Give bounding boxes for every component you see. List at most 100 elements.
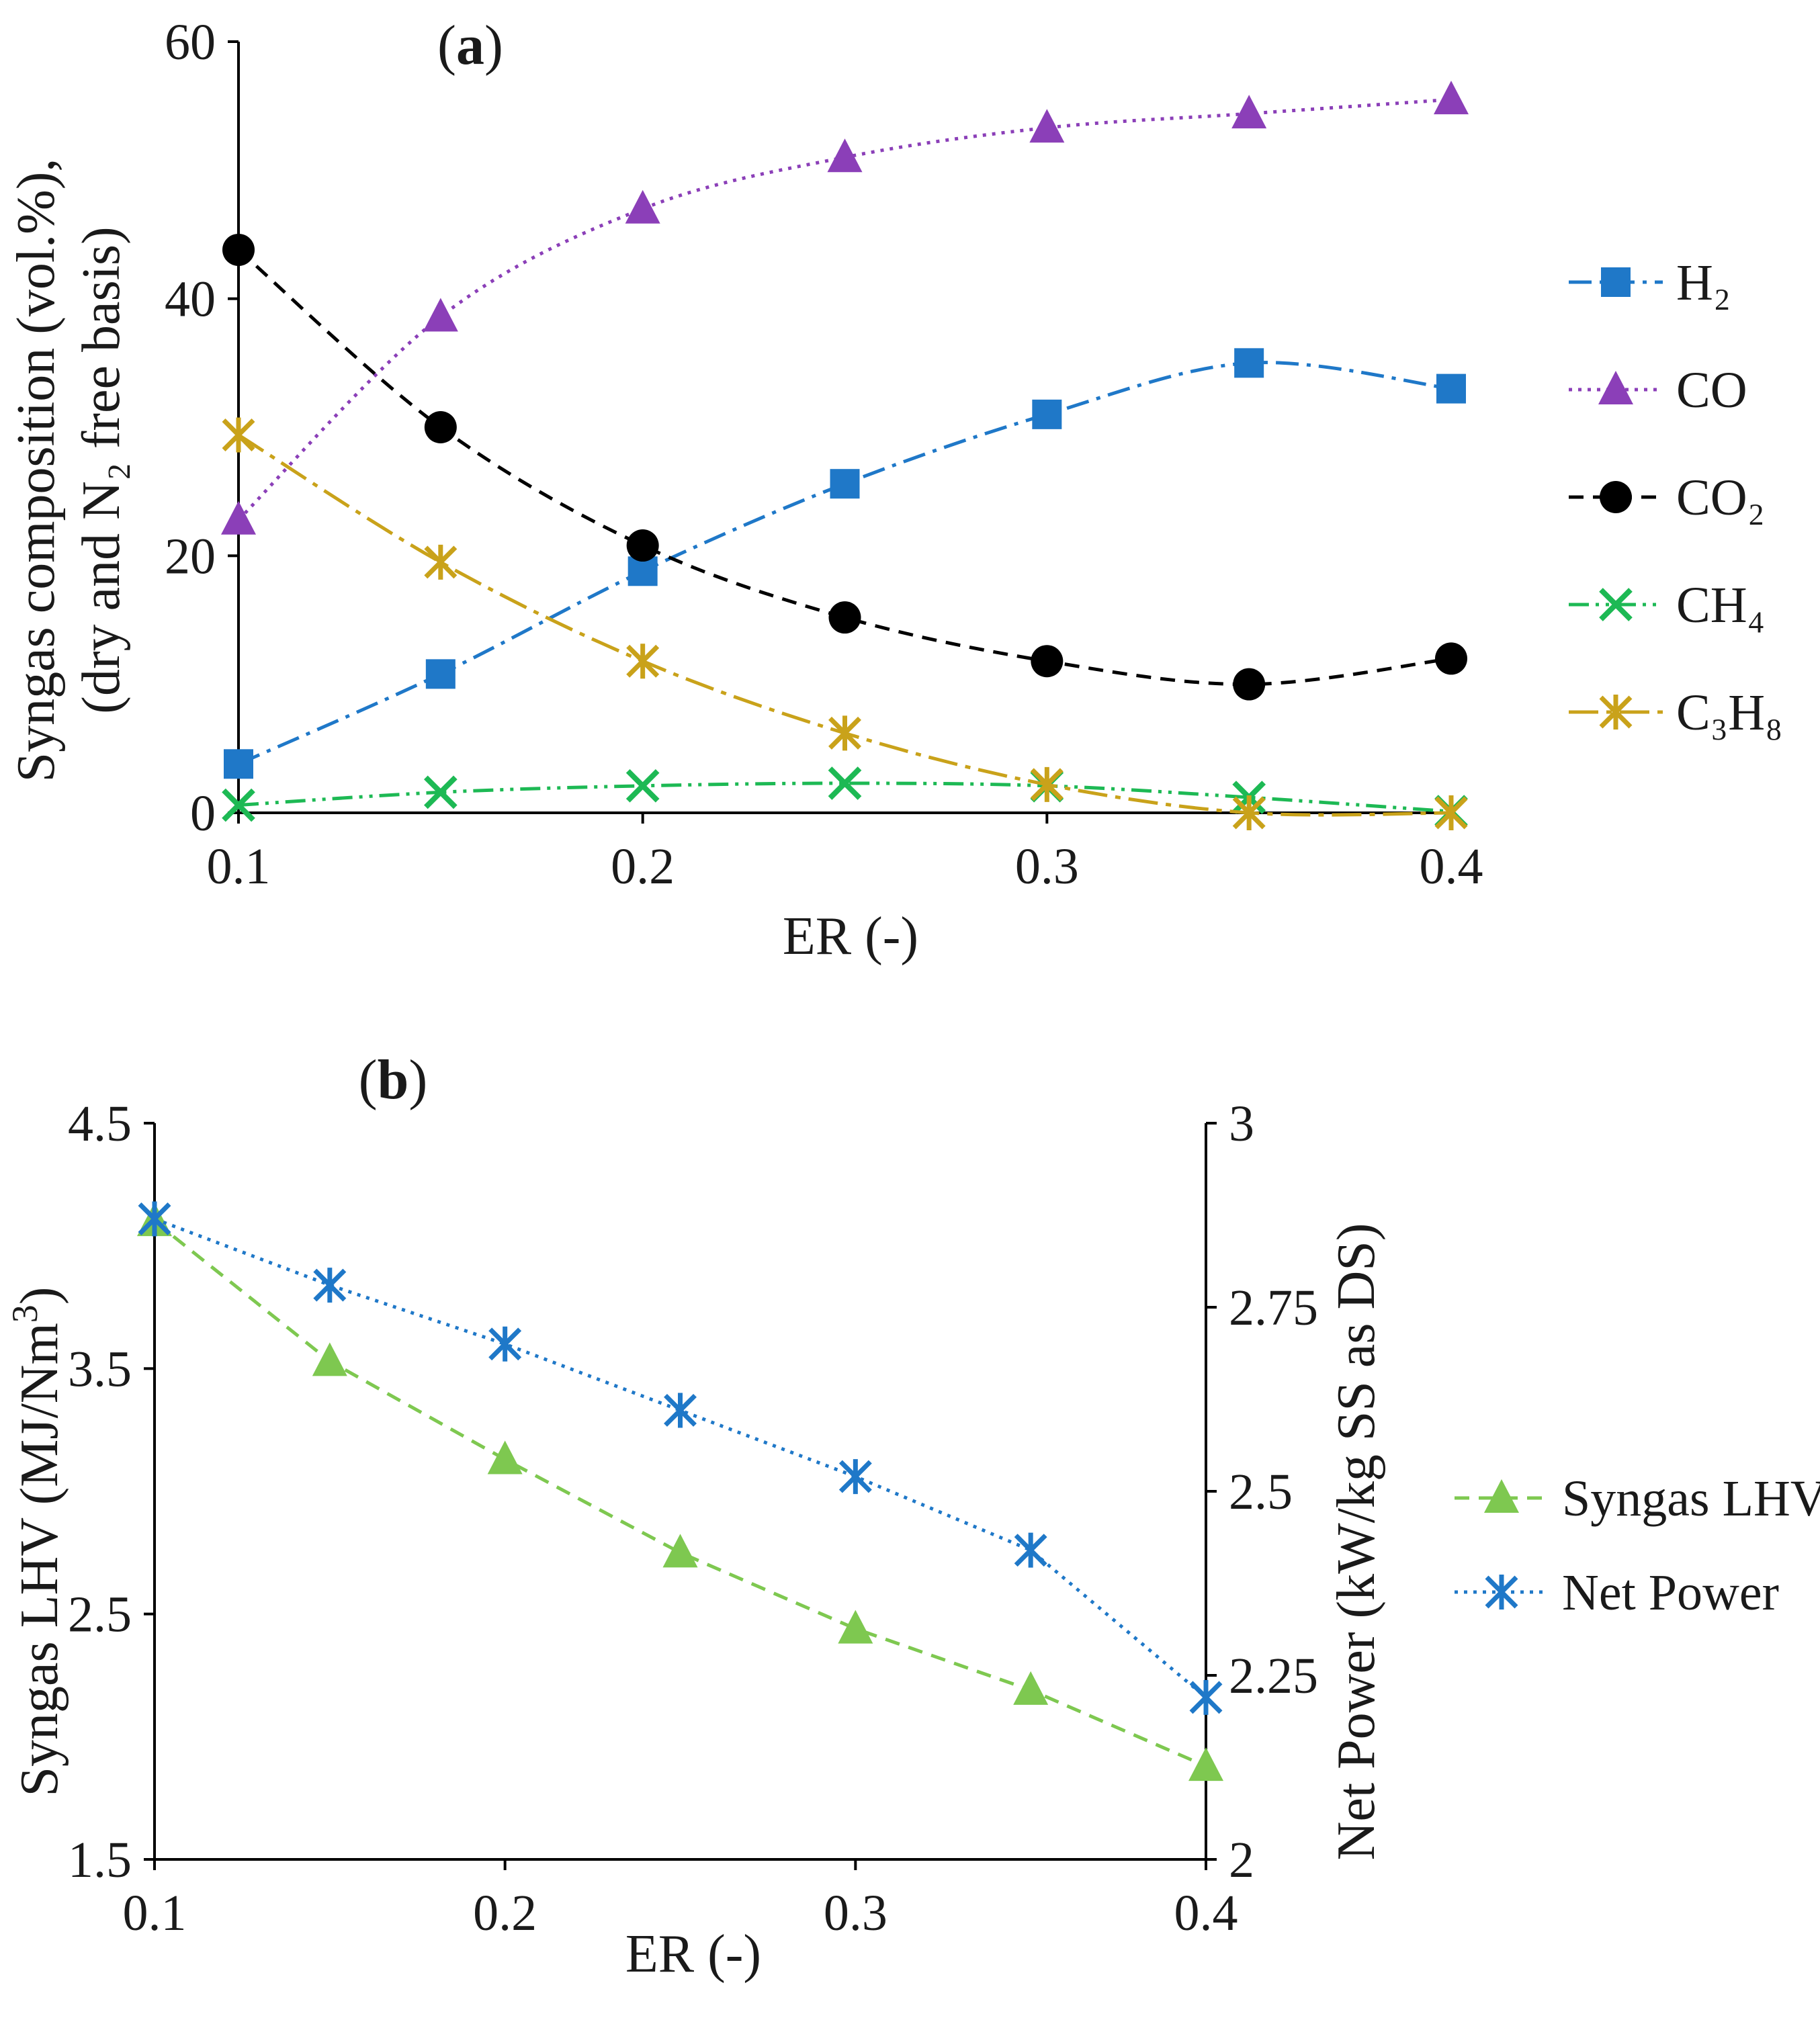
b-series-netpower bbox=[138, 1201, 1223, 1715]
chart-panel-b: (b) Syngas LHV (MJ/Nm3) Net Power (kW/kg… bbox=[5, 1049, 1820, 1984]
b-series-syngaslhv-point bbox=[1188, 1747, 1223, 1781]
b-y-right-tick-label: 2 bbox=[1229, 1832, 1254, 1888]
a-legend-co: CO₂ bbox=[1569, 470, 1765, 526]
a-y-tick-label: 40 bbox=[165, 271, 216, 328]
b-y-right-tick-label: 2.25 bbox=[1229, 1648, 1318, 1704]
a-series-h-point bbox=[1436, 373, 1466, 404]
a-legend-ch: CH₄ bbox=[1569, 577, 1765, 633]
panel-a-ticks: 0.1 0.2 0.3 0.4 0 20 40 60 bbox=[165, 14, 1483, 895]
b-x-tick-label: 0.1 bbox=[123, 1885, 187, 1941]
b-series-syngaslhv-point bbox=[487, 1440, 523, 1474]
a-x-tick-label: 0.4 bbox=[1420, 838, 1483, 895]
a-series-h-point bbox=[224, 749, 253, 779]
a-series-ch-point bbox=[424, 775, 458, 809]
b-x-tick-label: 0.3 bbox=[824, 1885, 887, 1941]
a-series-h-point bbox=[1234, 348, 1264, 378]
a-x-tick-label: 0.1 bbox=[207, 838, 271, 895]
a-series-co bbox=[221, 81, 1469, 535]
b-y-right-tick-label: 3 bbox=[1229, 1096, 1254, 1152]
a-legend-h-marker bbox=[1601, 267, 1631, 297]
a-series-co-point bbox=[1434, 81, 1469, 115]
b-legend-syngaslhv-marker bbox=[1484, 1479, 1519, 1513]
a-legend-co-marker bbox=[1598, 371, 1633, 404]
a-series-co-point bbox=[1233, 668, 1266, 701]
b-series-syngaslhv bbox=[137, 1202, 1223, 1781]
a-series-co-point bbox=[828, 601, 861, 634]
b-x-tick-label: 0.4 bbox=[1174, 1885, 1238, 1941]
a-series-co-point bbox=[1029, 109, 1065, 143]
a-series-ch-point bbox=[222, 788, 255, 822]
a-series-h-point bbox=[830, 469, 860, 499]
a-y-tick-label: 20 bbox=[165, 528, 216, 584]
b-y-tick-label: 1.5 bbox=[68, 1832, 132, 1888]
a-series-ch bbox=[222, 766, 1468, 828]
a-x-tick-label: 0.3 bbox=[1015, 838, 1079, 895]
a-series-ch-point bbox=[1030, 766, 1064, 802]
a-series-h-line bbox=[237, 361, 1452, 766]
a-series-co-point bbox=[424, 411, 457, 443]
panel-b-x-axis-title: ER (-) bbox=[625, 1925, 761, 1984]
a-series-h-point bbox=[1032, 399, 1062, 429]
panel-b-ticks: 0.1 0.2 0.3 0.4 1.5 2.5 3.5 4.5 2 2.25 2.5 2.75 3 bbox=[68, 1096, 1318, 1941]
panel-b-y-right-title-text: Net Power (kW/kg SS as DS) bbox=[1327, 1223, 1386, 1861]
panel-a-series bbox=[221, 81, 1469, 830]
panel-b-axes bbox=[153, 1123, 1207, 1861]
b-y-right-tick-label: 2.5 bbox=[1229, 1464, 1293, 1520]
panel-a-y-axis-title-line1: Syngas composition (vol.%), bbox=[7, 159, 66, 783]
b-series-netpower-line bbox=[154, 1217, 1207, 1699]
a-series-ch-point bbox=[424, 544, 458, 580]
b-x-tick-label: 0.2 bbox=[473, 1885, 537, 1941]
a-y-tick-label: 0 bbox=[190, 785, 216, 842]
b-series-syngaslhv-point bbox=[1013, 1671, 1049, 1705]
svg-text:Syngas LHV (MJ/Nm3): Syngas LHV (MJ/Nm3) bbox=[5, 1287, 69, 1797]
a-legend-ch: C₃H₈ bbox=[1569, 685, 1783, 741]
a-series-co-point bbox=[1231, 95, 1267, 129]
a-legend-ch-label: CH₄ bbox=[1676, 577, 1765, 633]
b-series-netpower-point bbox=[488, 1326, 522, 1362]
panel-a-legend: H₂ CO CO₂ CH₄ C₃H₈ bbox=[1569, 255, 1783, 741]
b-series-netpower-point bbox=[313, 1268, 347, 1303]
panel-b-label: (b) bbox=[359, 1049, 428, 1111]
panel-b-y-left-title-sup: 3 bbox=[5, 1305, 45, 1323]
panel-a-label: (a) bbox=[437, 14, 503, 77]
b-series-syngaslhv-point bbox=[312, 1342, 347, 1376]
b-legend-syngaslhv: Syngas LHV bbox=[1455, 1470, 1820, 1527]
a-legend-ch-label: C₃H₈ bbox=[1676, 685, 1783, 741]
b-series-netpower-point bbox=[1189, 1679, 1223, 1715]
panel-b-legend: Syngas LHV Net Power bbox=[1455, 1470, 1820, 1621]
panel-b-series bbox=[137, 1201, 1223, 1781]
a-series-ch-point bbox=[626, 644, 660, 679]
a-series-h-point bbox=[425, 659, 456, 689]
panel-b-y-right-axis-title: Net Power (kW/kg SS as DS) bbox=[1327, 1223, 1386, 1861]
a-series-ch-point bbox=[828, 715, 861, 751]
b-legend-netpower-marker bbox=[1485, 1575, 1518, 1610]
panel-a-y-axis-title-line2: (dry and N₂ free basis) bbox=[72, 226, 131, 713]
chart-panel-a: (a) Syngas composition (vol.%), (dry and… bbox=[7, 14, 1783, 966]
a-series-co-point bbox=[625, 189, 660, 224]
a-series-ch-point bbox=[1232, 795, 1266, 830]
a-series-ch bbox=[222, 417, 1468, 830]
b-series-netpower-point bbox=[138, 1201, 171, 1237]
a-series-ch-point bbox=[222, 417, 255, 453]
a-series-ch-point bbox=[828, 766, 862, 800]
b-series-netpower-point bbox=[1014, 1532, 1047, 1568]
b-y-tick-label: 2.5 bbox=[68, 1587, 132, 1643]
a-series-ch-point bbox=[1434, 795, 1468, 830]
b-series-netpower-point bbox=[838, 1459, 872, 1495]
panel-b-y-left-title-close: ) bbox=[10, 1287, 69, 1305]
a-series-co-point bbox=[222, 233, 255, 266]
a-series-co-point bbox=[827, 138, 863, 173]
a-legend-ch-marker bbox=[1599, 695, 1633, 730]
panel-b-y-left-title-text: Syngas LHV (MJ/Nm bbox=[10, 1323, 69, 1796]
b-y-tick-label: 4.5 bbox=[68, 1096, 132, 1152]
a-series-co-point bbox=[626, 529, 659, 562]
b-legend-netpower: Net Power bbox=[1455, 1565, 1779, 1621]
a-legend-co: CO bbox=[1569, 362, 1747, 419]
panel-a-y-axis-title: Syngas composition (vol.%), (dry and N₂ … bbox=[7, 159, 131, 783]
b-y-right-tick-label: 2.75 bbox=[1229, 1280, 1318, 1336]
a-series-co-point bbox=[423, 298, 458, 332]
a-series-ch-line bbox=[238, 781, 1452, 813]
a-series-h bbox=[224, 348, 1466, 779]
a-series-co-point bbox=[1435, 642, 1467, 675]
